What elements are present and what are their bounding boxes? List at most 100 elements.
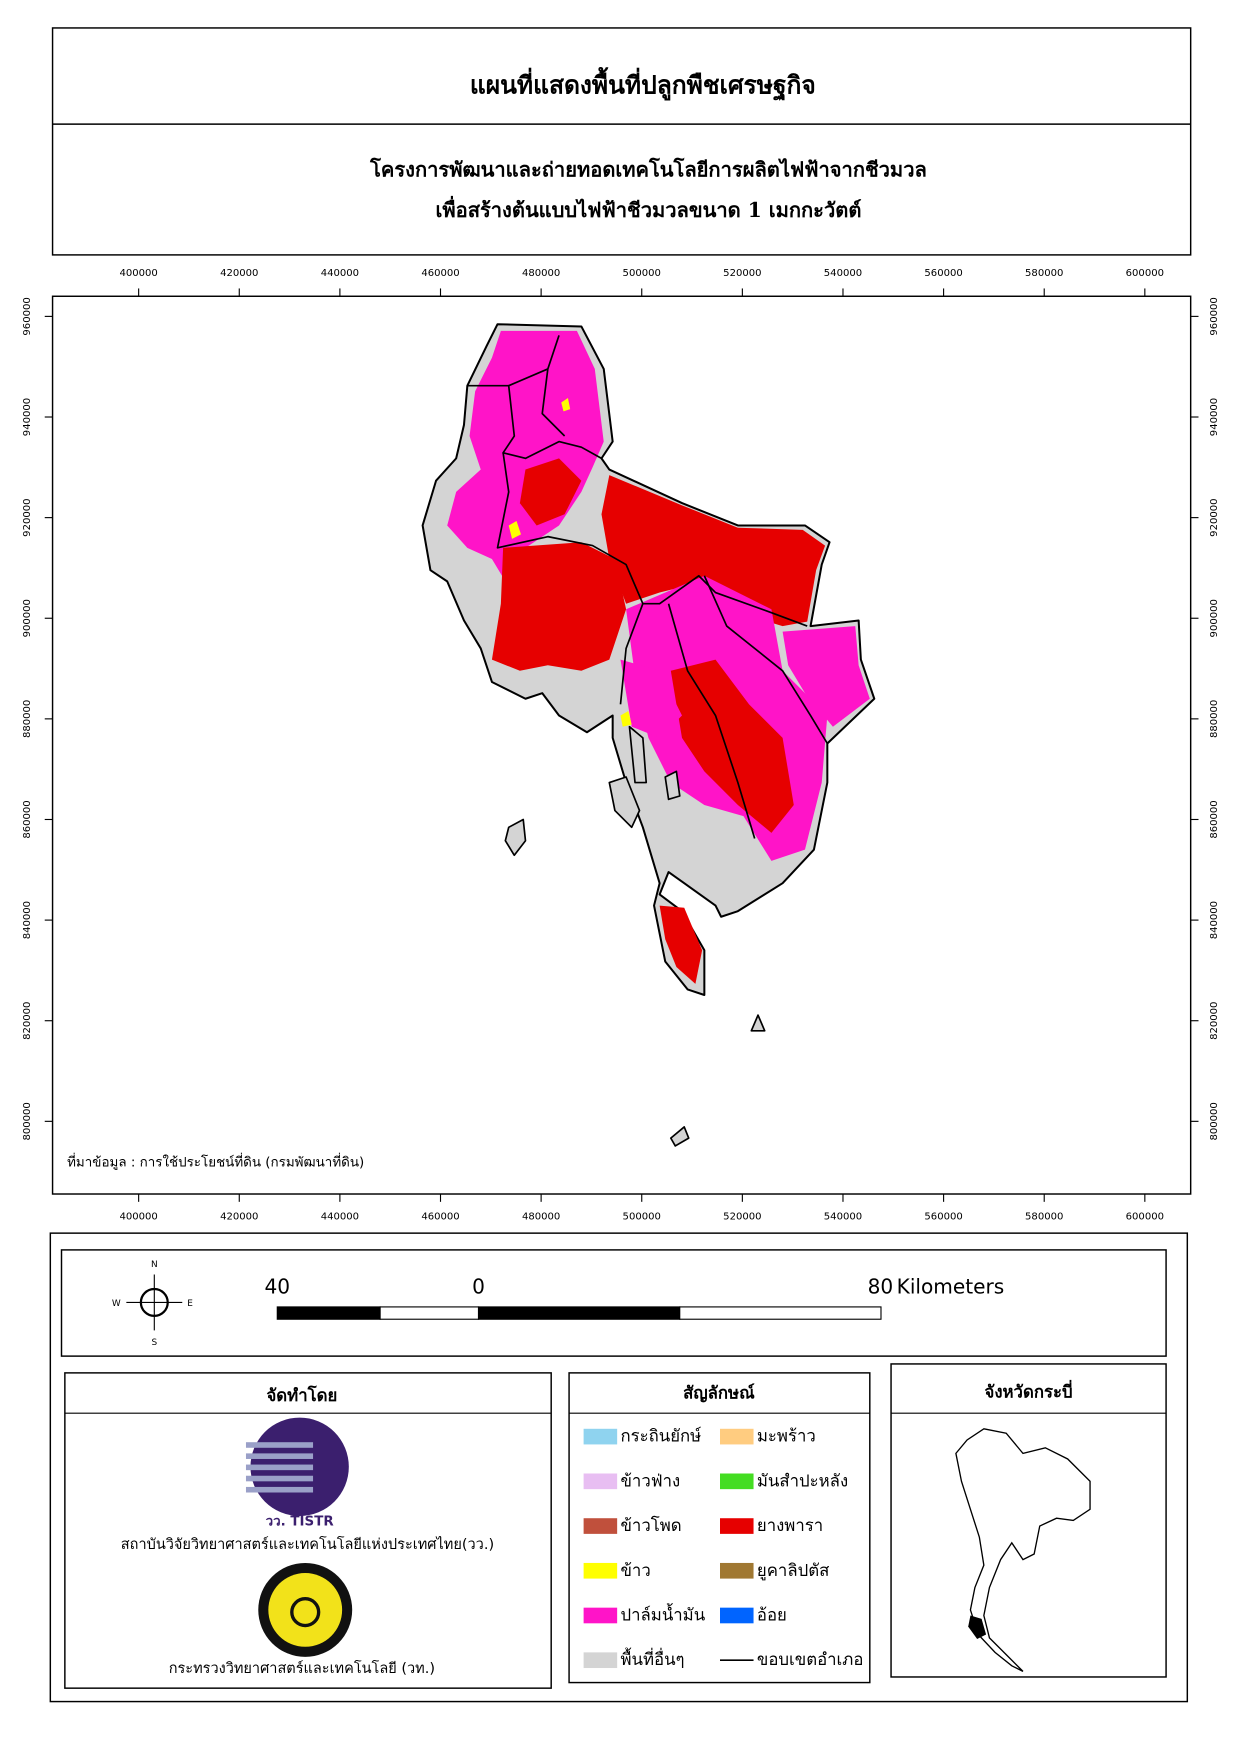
compass-label: E [187,1299,193,1309]
land-use-area [491,542,627,671]
scale-bar [276,1306,882,1320]
scale-label: 80 [868,1274,894,1298]
x-tick-label: 400000 [119,268,157,279]
x-tick-label: 420000 [220,1211,258,1222]
x-tick-label: 480000 [522,1211,560,1222]
map-title: แผนที่แสดงพื้นที่ปลูกพืชเศรษฐกิจ [470,67,816,102]
logo-text: วว. TISTR [266,1515,335,1530]
x-tick-label: 560000 [924,268,962,279]
krabi-highlight [968,1615,987,1639]
bottom-panel [49,1232,1189,1703]
legend-heading: สัญลักษณ์ [683,1383,755,1404]
x-tick-label: 520000 [723,1211,761,1222]
x-tick-label: 440000 [321,268,359,279]
x-tick-label: 520000 [723,268,761,279]
y-tick-label: 820000 [1209,1002,1220,1040]
legend-label: กระถินยักษ์ [621,1426,702,1446]
legend-swatch [583,1607,618,1624]
x-tick-label: 460000 [421,268,459,279]
scale-label: 0 [472,1274,485,1298]
legend-label: อ้อย [757,1604,787,1624]
producers-box [64,1372,552,1689]
compass-label: N [151,1260,158,1270]
legend-label: ข้าวฟ่าง [621,1470,681,1490]
land-use-area [519,458,582,526]
x-tick-label: 460000 [421,1211,459,1222]
subtitle: โครงการพัฒนาและถ่ายทอดเทคโนโลยีการผลิตไฟ… [369,157,927,182]
x-tick-label: 500000 [623,268,661,279]
land-use-area [620,659,682,738]
y-tick-label: 940000 [22,398,33,436]
y-tick-label: 800000 [22,1102,33,1140]
x-tick-label: 500000 [623,1211,661,1222]
land-use-area [601,475,826,627]
legend-box [568,1372,871,1684]
legend-items: กระถินยักษ์ข้าวฟ่างข้าวโพดข้าวปาล์มน้ำมั… [583,1426,864,1669]
x-tick-label: 440000 [321,1211,359,1222]
scale-segment [477,1306,681,1320]
data-source: ที่มาข้อมูล : การใช้ประโยชน์ที่ดิน (กรมพ… [67,1153,364,1171]
islands [504,725,766,1147]
legend-label: ขอบเขตอำเภอ [757,1649,864,1669]
y-tick-label: 800000 [1209,1102,1220,1140]
scale-label: 40 [264,1274,290,1298]
legend-label: ข้าว [621,1560,651,1580]
x-tick-label: 600000 [1126,1211,1164,1222]
legend-swatch [583,1652,618,1669]
legend-swatch [583,1473,618,1490]
inset-box [890,1363,1167,1678]
land-use-area [670,659,794,833]
land-use-area [782,626,870,727]
y-tick-label: 820000 [22,1002,33,1040]
legend-swatch [720,1607,754,1624]
scale-box [60,1249,1167,1357]
legend-swatch [720,1518,754,1534]
x-tick-label: 540000 [824,1211,862,1222]
province-map [421,323,876,1147]
x-tick-label: 540000 [824,268,862,279]
map-frame [51,295,1192,1195]
y-tick-label: 960000 [22,297,33,335]
x-tick-label: 420000 [220,268,258,279]
y-tick-label: 900000 [22,599,33,637]
tistr-logo [245,1417,349,1516]
logo-center [268,1573,343,1647]
x-tick-label: 580000 [1025,268,1063,279]
scale-segment [679,1306,882,1320]
y-tick-label: 900000 [1209,599,1220,637]
x-tick-label: 580000 [1025,1211,1063,1222]
inset-heading: จังหวัดกระบี่ [985,1380,1073,1402]
land-use-area [659,905,703,984]
scale-unit: Kilometers [897,1274,1005,1298]
thailand-outline [955,1428,1091,1672]
y-tick-label: 860000 [1209,800,1220,838]
organization: กระทรวงวิทยาศาสตร์และเทคโนโลยี (วท.) [169,1659,435,1677]
y-tick-label: 880000 [22,700,33,738]
x-tick-label: 400000 [119,1211,157,1222]
scale-segment [276,1306,381,1320]
legend-label: พื้นที่อื่นๆ [621,1647,685,1669]
legend-swatch [720,1428,754,1445]
logo-emblem [290,1597,321,1628]
y-tick-label: 940000 [1209,398,1220,436]
x-tick-label: 560000 [924,1211,962,1222]
logo-stripes [245,1442,314,1493]
legend-label: มะพร้าว [757,1426,816,1446]
legend-swatch [720,1473,754,1490]
legend-swatch [583,1518,618,1534]
y-tick-label: 920000 [22,498,33,536]
x-tick-label: 480000 [522,268,560,279]
legend-label: ปาล์มน้ำมัน [621,1602,706,1624]
legend-label: ยูคาลิปตัส [757,1560,829,1581]
subtitle: เพื่อสร้างต้นแบบไฟฟ้าชีวมวลขนาด 1 เมกกะว… [435,195,861,222]
organization: สถาบันวิจัยวิทยาศาสตร์และเทคโนโลยีแห่งปร… [121,1535,494,1553]
district-boundaries [467,335,829,839]
legend-label: มันสำปะหลัง [757,1470,848,1490]
x-tick-label: 600000 [1126,268,1164,279]
y-tick-label: 840000 [1209,901,1220,939]
compass-label: W [112,1299,121,1309]
y-tick-label: 960000 [1209,297,1220,335]
legend-label: ข้าวโพด [621,1515,682,1535]
legend-swatch [583,1428,618,1445]
